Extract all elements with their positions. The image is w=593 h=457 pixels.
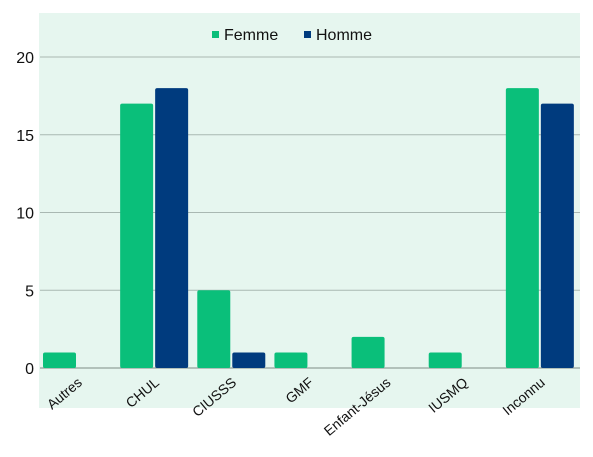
bar-homme-chul	[155, 88, 189, 368]
bar-homme-inconnu	[540, 103, 574, 369]
legend-label-femme: Femme	[224, 27, 278, 44]
legend-swatch-femme	[212, 31, 219, 38]
y-tick-label: 0	[25, 361, 34, 378]
bar-femme-autres	[43, 352, 76, 368]
legend-label-homme: Homme	[316, 27, 372, 44]
bar-homme-ciusss	[232, 352, 266, 368]
bar-femme-gmf	[274, 352, 308, 368]
bar-femme-ciusss	[197, 290, 231, 368]
bar-femme-iusmq	[428, 352, 462, 368]
legend: Femme Homme	[212, 27, 372, 44]
y-axis-ticks: 0 5 10 15 20	[16, 50, 34, 378]
bars	[43, 88, 574, 369]
y-tick-label: 15	[16, 128, 34, 145]
y-tick-label: 10	[16, 206, 34, 223]
y-tick-label: 20	[16, 50, 34, 67]
bar-femme-chul	[120, 103, 154, 369]
bar-femme-enfant-jésus	[351, 336, 385, 368]
bar-femme-inconnu	[505, 88, 539, 368]
legend-swatch-homme	[304, 31, 311, 38]
y-tick-label: 5	[25, 283, 34, 300]
